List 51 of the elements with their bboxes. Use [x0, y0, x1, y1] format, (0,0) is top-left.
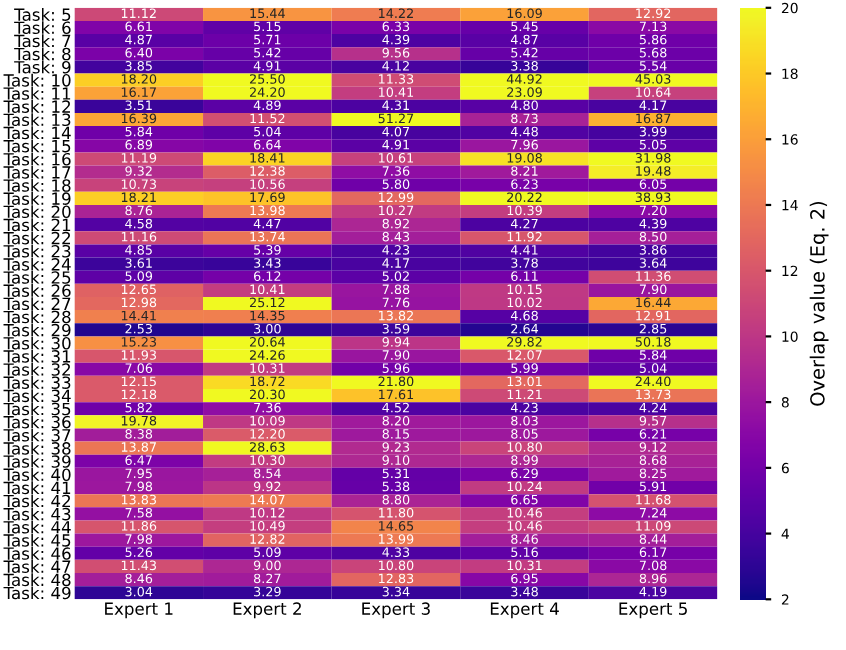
y-tick-label: Task: 11 — [3, 86, 71, 100]
y-tick-label: Task: 45 — [3, 533, 71, 547]
y-tick-label: Task: 27 — [3, 297, 71, 311]
y-tick-label: Task: 36 — [3, 415, 71, 429]
y-tick-label: Task: 34 — [3, 389, 71, 403]
y-tick-label: Task: 31 — [3, 349, 71, 363]
y-tick-label: Task: 16 — [3, 152, 71, 166]
y-tick-label: Task: 13 — [3, 113, 71, 127]
y-tick-label: Task: 29 — [3, 323, 71, 337]
y-tick-label: Task: 40 — [3, 468, 71, 481]
y-tick-label: Task: 8 — [14, 47, 71, 61]
y-tick-label: Task: 21 — [3, 218, 71, 232]
y-tick-label: Task: 37 — [3, 428, 71, 442]
y-tick-label: Task: 17 — [3, 165, 71, 179]
y-tick-label: Task: 43 — [3, 507, 71, 521]
y-tick-label: Task: 32 — [3, 362, 70, 376]
y-tick-label: Task: 20 — [3, 205, 71, 219]
y-tick-label: Task: 41 — [3, 481, 71, 495]
y-tick-label: Task: 48 — [3, 573, 71, 587]
y-tick-label: Task: 19 — [3, 192, 71, 205]
y-tick-label: Task: 5 — [14, 8, 71, 21]
y-tick-label: Task: 33 — [3, 376, 71, 389]
color-bar-title: Overlap value (Eq. 2) — [809, 202, 829, 406]
y-tick-label: Task: 23 — [3, 244, 71, 258]
y-tick-label: Task: 9 — [14, 60, 71, 74]
x-tick-label: Expert 5 — [619, 602, 687, 619]
y-tick-label: Task: 12 — [3, 100, 70, 113]
x-tick-label: Expert 2 — [233, 602, 301, 619]
y-tick-label: Task: 26 — [3, 284, 71, 297]
y-tick-label: Task: 6 — [14, 21, 71, 35]
y-tick-label: Task: 10 — [3, 73, 71, 87]
y-tick-label: Task: 30 — [3, 336, 71, 350]
y-tick-label: Task: 47 — [3, 560, 71, 574]
x-tick-label: Expert 4 — [490, 602, 559, 619]
y-tick-label: Task: 44 — [3, 520, 71, 534]
x-tick-label: Expert 3 — [362, 602, 430, 619]
y-tick-label: Task: 38 — [3, 441, 71, 455]
y-tick-label: Task: 18 — [3, 178, 71, 192]
y-tick-label: Task: 35 — [3, 402, 71, 416]
y-tick-label: Task: 39 — [3, 454, 71, 468]
y-tick-label: Task: 42 — [3, 494, 70, 508]
y-tick-label: Task: 46 — [3, 546, 71, 560]
y-tick-label: Task: 15 — [3, 139, 71, 153]
y-tick-label: Task: 22 — [3, 231, 70, 245]
y-tick-label: Task: 7 — [14, 34, 71, 48]
y-tick-label: Task: 14 — [3, 126, 71, 140]
y-tick-label: Task: 25 — [3, 270, 71, 284]
y-tick-label: Task: 28 — [3, 310, 71, 324]
x-tick-label: Expert 1 — [105, 602, 173, 619]
y-tick-label: Task: 49 — [3, 586, 71, 600]
y-tick-label: Task: 24 — [3, 257, 71, 271]
